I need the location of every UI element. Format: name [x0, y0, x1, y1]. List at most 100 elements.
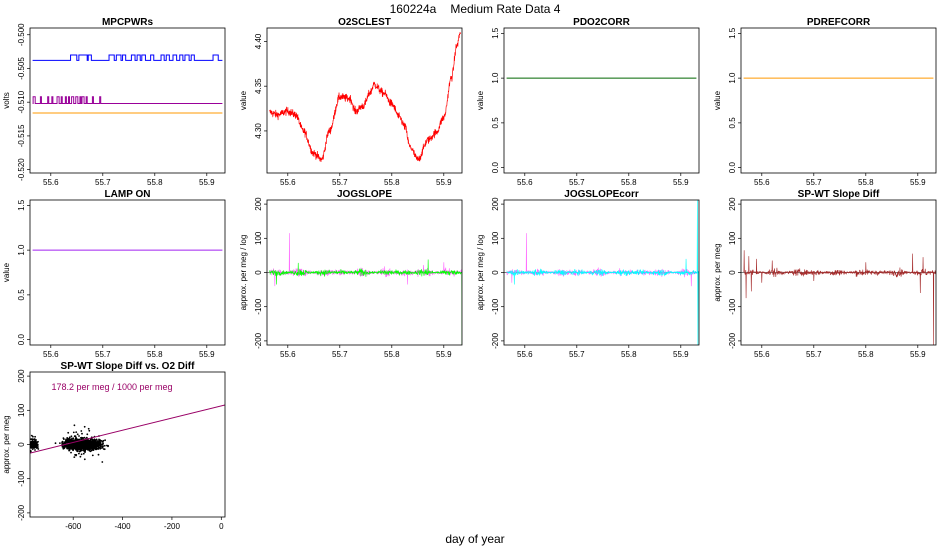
- scatter-point: [66, 437, 69, 439]
- scatter-point: [66, 447, 68, 450]
- x-tick-label: 55.8: [858, 178, 874, 187]
- y-axis-label: approx. per meg / log: [476, 235, 485, 311]
- panel-title: JOGSLOPEcorr: [564, 189, 639, 200]
- scatter-point: [89, 450, 92, 453]
- panel-p2: O2SCLEST value 55.6 55.7 55.8 55.9 4.30 4.35 4.4…: [239, 17, 463, 187]
- scatter-point: [83, 458, 86, 461]
- x-tick-label: 55.7: [806, 178, 822, 187]
- scatter-point: [88, 446, 91, 449]
- y-tick-label: 4.40: [254, 33, 263, 49]
- y-tick-label: 1.0: [17, 244, 26, 256]
- scatter-point: [101, 461, 104, 463]
- y-tick-label: 200: [254, 197, 263, 211]
- y-tick-label: -0.515: [17, 124, 26, 147]
- scatter-point: [80, 441, 83, 444]
- scatter-point: [32, 435, 34, 438]
- series-line-blue: [32, 54, 223, 61]
- y-axis-label: approx. per meg: [713, 243, 722, 301]
- x-tick-label: -600: [65, 522, 82, 531]
- y-tick-label: -100: [17, 470, 26, 487]
- plot-area-p9: [30, 404, 225, 463]
- scatter-point: [99, 441, 102, 444]
- y-tick-label: 1.5: [491, 27, 500, 39]
- scatter-point: [81, 447, 83, 450]
- scatter-point: [30, 444, 33, 447]
- scatter-point: [65, 438, 67, 441]
- scatter-point: [73, 456, 76, 458]
- y-tick-label: 1.5: [17, 199, 26, 211]
- scatter-point: [54, 442, 57, 445]
- panel-frame: [503, 199, 700, 346]
- scatter-point: [103, 444, 106, 447]
- y-tick-label: -200: [491, 332, 500, 349]
- scatter-point: [100, 445, 102, 447]
- y-axis-label: volts: [2, 92, 11, 108]
- scatter-point: [89, 444, 91, 447]
- y-tick-label: 4.35: [254, 78, 263, 94]
- y-tick-label: -0.505: [17, 57, 26, 80]
- figure-suptitle: 160224a Medium Rate Data 4: [390, 2, 561, 16]
- scatter-point: [100, 443, 102, 446]
- x-tick-label: 55.9: [436, 350, 452, 359]
- scatter-point: [95, 439, 98, 441]
- scatter-point: [93, 438, 96, 441]
- scatter-point: [80, 444, 83, 447]
- scatter-point: [74, 442, 76, 444]
- panel-title: O2SCLEST: [338, 17, 391, 28]
- scatter-point: [101, 447, 103, 449]
- scatter-point: [100, 440, 103, 442]
- y-tick-label: -200: [728, 332, 737, 349]
- scatter-point: [92, 441, 95, 444]
- panel-frame: [266, 199, 463, 346]
- y-tick-label: 200: [491, 197, 500, 211]
- panel-p8: SP-WT Slope Diff approx. per meg 55.6 55.7 5…: [713, 189, 937, 359]
- scatter-point: [102, 448, 105, 450]
- scatter-point: [88, 440, 91, 443]
- scatter-point: [69, 443, 71, 446]
- panel-p5: LAMP ON value 55.6 55.7 55.8 55.9 0.0 0.5 1.0 1.5: [2, 189, 226, 359]
- scatter-point: [65, 439, 68, 442]
- scatter-point: [62, 437, 65, 439]
- x-tick-label: 55.9: [910, 178, 926, 187]
- y-tick-label: 1.0: [491, 72, 500, 84]
- scatter-point: [85, 443, 87, 446]
- y-tick-label: 200: [728, 197, 737, 211]
- y-tick-label: 1.0: [728, 72, 737, 84]
- scatter-point: [96, 443, 98, 445]
- scatter-point: [75, 437, 77, 439]
- scatter-point: [91, 438, 94, 441]
- scatter-point: [88, 448, 90, 451]
- x-tick-label: 55.9: [199, 178, 215, 187]
- scatter-point: [76, 450, 79, 453]
- x-tick-label: 55.9: [673, 350, 689, 359]
- scatter-point: [69, 447, 72, 449]
- series-line-sp-wt-slope-diff: [743, 250, 936, 345]
- scatter-point: [61, 440, 64, 443]
- x-tick-label: 55.7: [569, 350, 585, 359]
- scatter-point: [86, 448, 89, 451]
- panel-frame: [29, 27, 226, 174]
- y-tick-label: 0.5: [17, 289, 26, 301]
- y-tick-label: 100: [728, 231, 737, 245]
- x-tick-label: 55.8: [384, 178, 400, 187]
- plot-area-p7: [504, 200, 699, 345]
- panel-title: MPCPWRs: [102, 17, 154, 28]
- scatter-point: [34, 449, 36, 451]
- scatter-point: [86, 442, 89, 445]
- x-tick-label: 55.8: [621, 178, 637, 187]
- series-line-o2sclest: [269, 32, 461, 162]
- x-tick-label: 55.8: [147, 178, 163, 187]
- scatter-point: [106, 444, 108, 447]
- x-tick-label: 55.8: [384, 350, 400, 359]
- scatter-point: [83, 425, 86, 428]
- y-tick-label: 0.0: [491, 162, 500, 174]
- panel-frame: [29, 199, 226, 346]
- panel-frame: [503, 27, 700, 174]
- panel-frame: [29, 371, 226, 518]
- panel-frame: [740, 199, 937, 346]
- series-line-jogslope: [269, 259, 462, 345]
- scatter-point: [97, 445, 100, 448]
- scatter-point: [99, 447, 102, 450]
- y-tick-label: 0.0: [728, 162, 737, 174]
